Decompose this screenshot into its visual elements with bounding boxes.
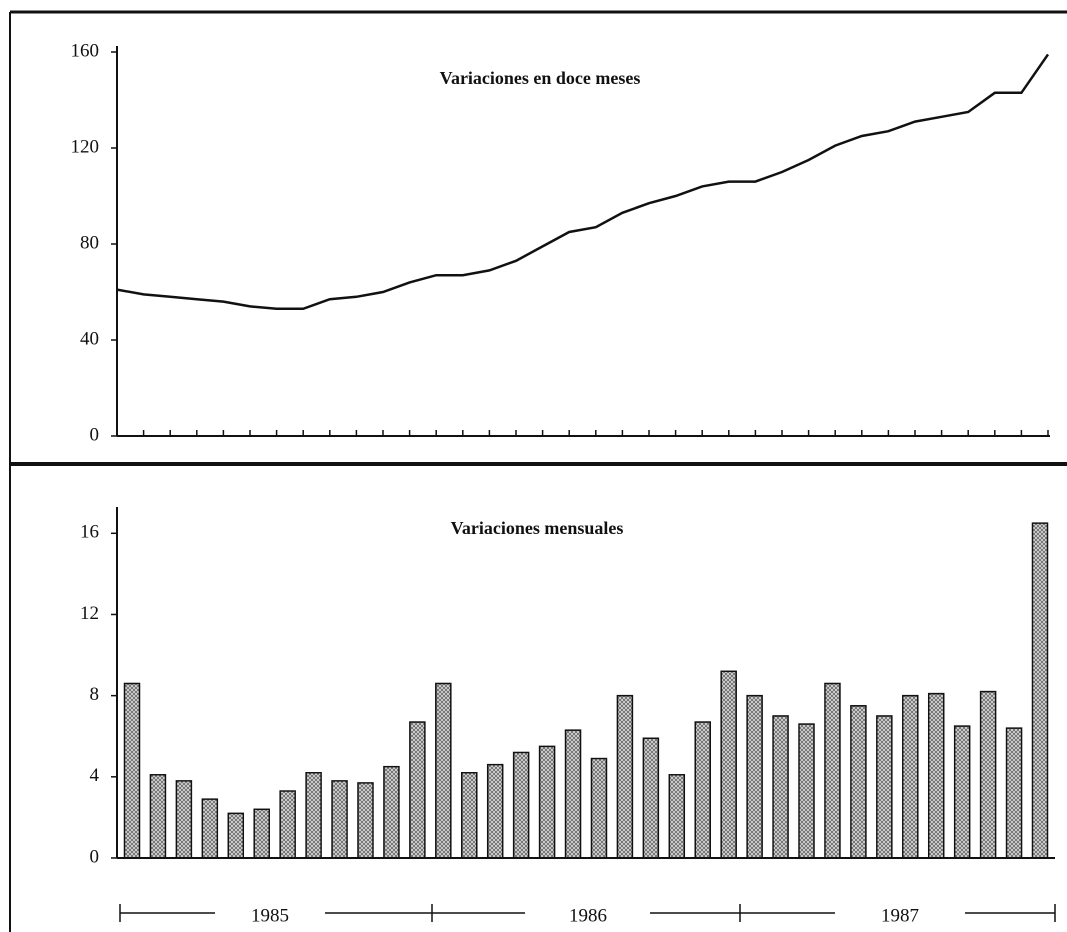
y-tick-label: 40 (80, 328, 99, 349)
bar (927, 692, 945, 859)
bar (201, 798, 219, 859)
y-tick-label: 0 (90, 846, 100, 867)
chart-title: Variaciones mensuales (451, 518, 624, 538)
bar (461, 772, 478, 859)
bar (175, 780, 193, 859)
bar (616, 694, 634, 859)
bar (772, 715, 789, 859)
bar (642, 737, 660, 859)
bar (979, 690, 997, 859)
y-tick-label: 12 (80, 603, 99, 624)
bar (720, 670, 737, 859)
bar (279, 790, 296, 859)
chart-title: Variaciones en doce meses (440, 68, 641, 88)
y-tick-label: 16 (80, 522, 99, 543)
bar (746, 694, 763, 859)
bar (538, 745, 556, 859)
bar (876, 715, 893, 859)
year-label: 1987 (881, 905, 919, 926)
bar (305, 772, 322, 859)
bar (798, 723, 815, 859)
y-tick-label: 160 (71, 40, 100, 61)
bar (953, 725, 971, 859)
y-tick-label: 80 (80, 232, 99, 253)
bar (486, 763, 504, 859)
bar (512, 751, 530, 859)
bar (123, 682, 141, 859)
year-label: 1985 (251, 905, 289, 926)
bar (383, 765, 400, 859)
year-brackets (119, 904, 1056, 922)
bar (1005, 727, 1023, 859)
y-tick-label: 0 (90, 424, 100, 445)
data-line (116, 53, 1050, 311)
bar (564, 729, 582, 859)
bar (902, 694, 919, 859)
y-tick-label: 8 (90, 684, 100, 705)
year-label: 1986 (569, 905, 607, 926)
bar (253, 808, 270, 859)
bar (227, 812, 245, 859)
bar (409, 721, 426, 859)
bar (668, 774, 686, 859)
bar (357, 782, 374, 859)
bar (435, 682, 452, 859)
bar (590, 757, 608, 859)
bar (149, 774, 167, 859)
bar (694, 721, 711, 859)
bar (824, 682, 841, 859)
bar (1031, 522, 1049, 859)
bar (331, 780, 348, 859)
y-tick-label: 4 (90, 765, 100, 786)
y-tick-label: 120 (71, 136, 100, 157)
bar (850, 705, 867, 859)
